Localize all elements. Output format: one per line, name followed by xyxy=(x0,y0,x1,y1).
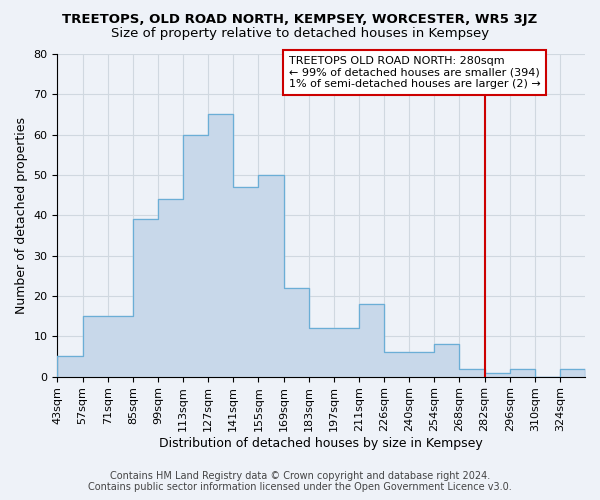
Text: Size of property relative to detached houses in Kempsey: Size of property relative to detached ho… xyxy=(111,28,489,40)
Text: TREETOPS OLD ROAD NORTH: 280sqm
← 99% of detached houses are smaller (394)
1% of: TREETOPS OLD ROAD NORTH: 280sqm ← 99% of… xyxy=(289,56,540,89)
X-axis label: Distribution of detached houses by size in Kempsey: Distribution of detached houses by size … xyxy=(160,437,483,450)
Y-axis label: Number of detached properties: Number of detached properties xyxy=(15,117,28,314)
Text: Contains HM Land Registry data © Crown copyright and database right 2024.
Contai: Contains HM Land Registry data © Crown c… xyxy=(88,471,512,492)
Text: TREETOPS, OLD ROAD NORTH, KEMPSEY, WORCESTER, WR5 3JZ: TREETOPS, OLD ROAD NORTH, KEMPSEY, WORCE… xyxy=(62,12,538,26)
